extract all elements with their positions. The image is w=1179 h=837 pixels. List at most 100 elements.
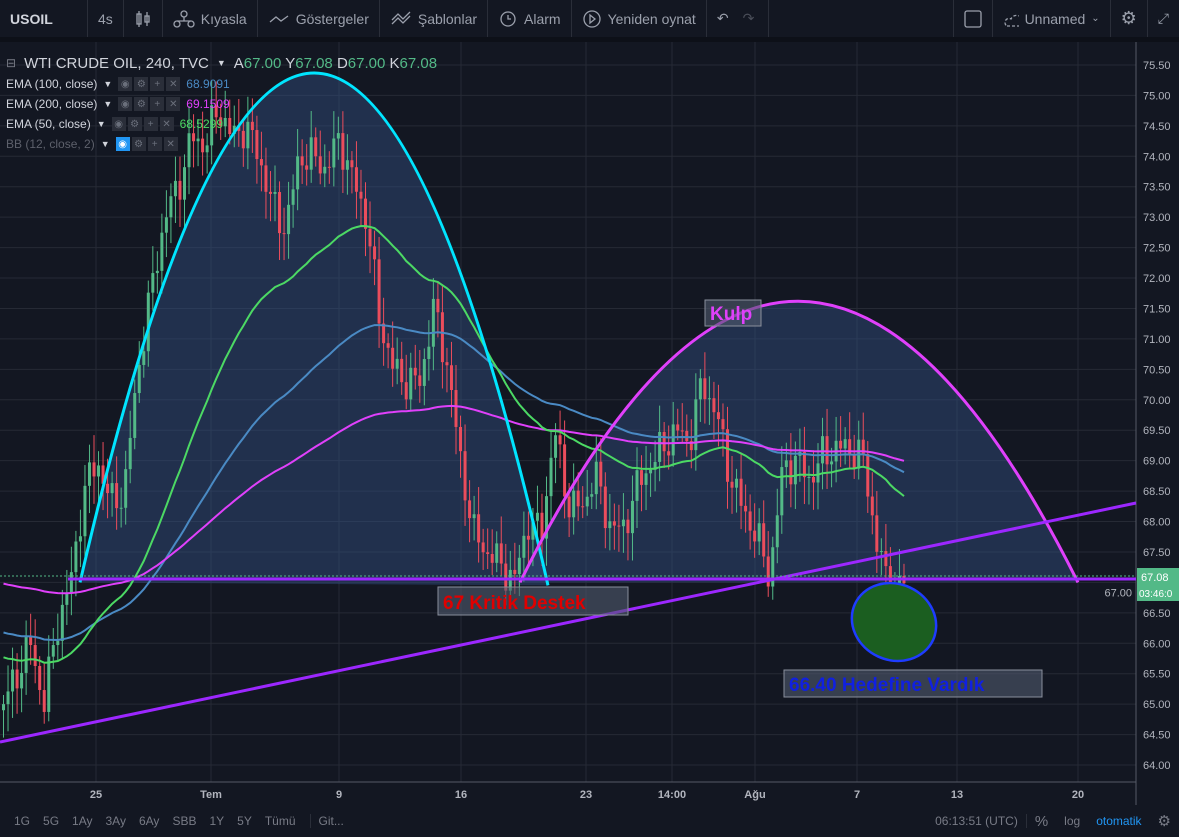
symbol-button[interactable]: USOIL [0, 0, 88, 37]
range-button[interactable]: 5Y [237, 814, 252, 828]
eye-icon[interactable]: ◉ [115, 137, 130, 151]
candle-body [246, 121, 250, 149]
candle-body [436, 298, 440, 313]
candle-body [440, 312, 444, 363]
gear-icon[interactable]: ⚙ [134, 77, 149, 91]
range-button[interactable]: 1Ay [72, 814, 93, 828]
gear-icon[interactable]: ⚙ [134, 97, 149, 111]
percent-toggle[interactable]: % [1034, 812, 1049, 830]
candle-body [667, 451, 671, 456]
candle-body [137, 364, 141, 394]
price-tick: 71.00 [1143, 334, 1171, 346]
log-toggle[interactable]: log [1064, 814, 1081, 828]
indicators-button[interactable]: Göstergeler [258, 0, 380, 37]
goto-button[interactable]: Git... [318, 814, 344, 828]
candle-body [422, 359, 426, 386]
plus-icon[interactable]: + [143, 117, 158, 131]
candle-body [757, 523, 761, 542]
replay-icon [582, 9, 601, 28]
indicator-row[interactable]: EMA (50, close) ▼ ◉ ⚙ + ✕ 68.5299 [6, 114, 437, 134]
expand-button[interactable]: ⤢ [1148, 0, 1179, 37]
last-price-badge [1137, 568, 1179, 585]
target-annotation-box[interactable] [783, 669, 1043, 698]
candle-body [771, 547, 775, 587]
chevron-down-icon[interactable]: ▼ [100, 139, 110, 149]
chevron-down-icon[interactable]: ▼ [216, 58, 226, 68]
range-button[interactable]: 6Ay [138, 814, 160, 828]
chevron-down-icon[interactable]: ▼ [103, 79, 113, 89]
candle-body [735, 478, 739, 488]
candle-body [404, 382, 408, 400]
eye-icon[interactable]: ◉ [111, 117, 126, 131]
trend-line[interactable] [0, 501, 1137, 744]
gear-icon[interactable]: ⚙ [127, 117, 142, 131]
layout-name: Unnamed [1024, 10, 1086, 27]
price-tick: 66.00 [1143, 638, 1171, 650]
time-tick: 13 [951, 789, 963, 801]
target-ellipse[interactable] [839, 569, 949, 674]
range-button[interactable]: 3Ay [105, 814, 126, 828]
indicator-row[interactable]: EMA (200, close) ▼ ◉ ⚙ + ✕ 69.1509 [6, 94, 437, 114]
indicators-label: Göstergeler [295, 10, 369, 27]
candle-body [630, 500, 634, 534]
price-chart[interactable]: 75.50 75.00 74.50 74.00 73.50 73.00 72.50 72.00… [0, 42, 1179, 805]
range-button[interactable]: 5G [43, 814, 60, 828]
range-button[interactable]: 1Y [209, 814, 225, 828]
chart-area[interactable]: 75.50 75.00 74.50 74.00 73.50 73.00 72.50 72.00… [0, 42, 1179, 805]
price-tick: 75.00 [1143, 90, 1171, 102]
replay-button[interactable]: Yeniden oynat [572, 0, 707, 37]
indicator-name[interactable]: EMA (50, close) [6, 117, 91, 131]
candle-body [323, 166, 327, 174]
templates-button[interactable]: Şablonlar [380, 0, 489, 37]
fullscreen-toggle[interactable] [954, 0, 993, 37]
candle-body [336, 133, 340, 139]
indicator-row[interactable]: EMA (100, close) ▼ ◉ ⚙ + ✕ 68.9091 [6, 74, 437, 94]
collapse-icon[interactable]: ⊟ [6, 56, 17, 70]
candle-body [576, 490, 580, 507]
indicator-row[interactable]: BB (12, close, 2) ▼ ◉ ⚙ + ✕ [6, 134, 437, 154]
indicator-name[interactable]: EMA (200, close) [6, 97, 98, 111]
indicator-name[interactable]: EMA (100, close) [6, 77, 98, 91]
auto-scale-toggle[interactable]: otomatik [1096, 814, 1142, 828]
settings-button[interactable]: ⚙ [1111, 0, 1148, 37]
candle-body [676, 424, 680, 431]
chart-type-button[interactable] [124, 0, 163, 37]
eye-icon[interactable]: ◉ [118, 97, 133, 111]
symbol-title[interactable]: WTI CRUDE OIL, 240, TVC [24, 54, 209, 72]
close-icon[interactable]: ✕ [159, 117, 174, 131]
close-icon[interactable]: ✕ [166, 97, 181, 111]
eye-icon[interactable]: ◉ [118, 77, 133, 91]
price-tick: 64.00 [1143, 760, 1171, 772]
candle-body [848, 439, 852, 455]
chevron-down-icon[interactable]: ▼ [96, 119, 106, 129]
candle-body [463, 451, 467, 501]
candle-body [445, 362, 449, 366]
plus-icon[interactable]: + [150, 97, 165, 111]
layout-menu[interactable]: Unnamed ⌄ [993, 0, 1111, 37]
close-icon[interactable]: ✕ [163, 137, 178, 151]
cup-arc[interactable] [78, 71, 550, 586]
gear-icon: ⚙ [1120, 8, 1137, 28]
chevron-down-icon[interactable]: ▼ [103, 99, 113, 109]
close-icon[interactable]: ✕ [166, 77, 181, 91]
gear-icon[interactable]: ⚙ [131, 137, 146, 151]
range-button[interactable]: 1G [14, 814, 31, 828]
plus-icon[interactable]: + [150, 77, 165, 91]
support-annotation-box[interactable] [437, 586, 629, 616]
compare-button[interactable]: Kıyasla [163, 0, 258, 37]
plus-icon[interactable]: + [147, 137, 162, 151]
alert-button[interactable]: Alarm [488, 0, 572, 37]
handle-annotation-box[interactable] [704, 299, 762, 327]
interval-button[interactable]: 4s [88, 0, 124, 37]
candle-body [341, 133, 345, 170]
range-button[interactable]: Tümü [264, 814, 296, 828]
redo-icon[interactable]: ↷ [742, 10, 755, 26]
gear-icon[interactable]: ⚙ [1157, 813, 1171, 830]
handle-arc[interactable] [518, 299, 1080, 584]
candle-body [816, 463, 820, 483]
price-tick: 72.00 [1143, 273, 1171, 285]
candle-body [164, 217, 168, 233]
indicator-name[interactable]: BB (12, close, 2) [6, 137, 95, 151]
range-button[interactable]: SBB [172, 814, 197, 828]
undo-icon[interactable]: ↶ [716, 10, 729, 26]
